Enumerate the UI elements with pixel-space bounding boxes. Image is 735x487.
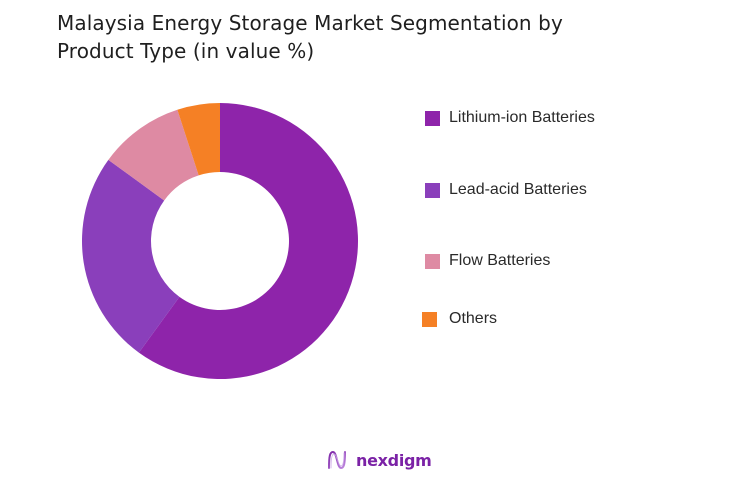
legend-item-flow: Flow Batteries xyxy=(422,252,550,270)
brand-logo: nexdigm xyxy=(327,450,432,470)
legend-swatch-others xyxy=(422,311,437,327)
legend-swatch-lead-acid xyxy=(425,182,440,198)
legend-swatch-lithium-ion xyxy=(425,110,440,126)
legend-item-lithium-ion: Lithium-ion Batteries xyxy=(422,109,595,127)
legend-item-others: Others xyxy=(422,310,497,328)
nexdigm-wave-icon xyxy=(328,450,346,470)
donut-slice-lithium-ion xyxy=(138,103,358,379)
chart-title-line-2: Product Type (in value %) xyxy=(57,39,315,63)
donut-slice-lead-acid xyxy=(81,159,180,353)
legend-label-others: Others xyxy=(449,310,498,327)
legend-item-lead-acid: Lead-acid Batteries xyxy=(422,181,587,199)
chart-title: Malaysia Energy Storage Market Segmentat… xyxy=(57,9,677,65)
legend-label-flow: Flow Batteries xyxy=(449,252,551,269)
donut-slice-flow xyxy=(108,109,199,201)
legend-swatch-flow xyxy=(425,253,440,269)
legend-label-lead-acid: Lead-acid Batteries xyxy=(449,181,587,198)
donut-slice-others xyxy=(177,103,220,176)
brand-logo-text: nexdigm xyxy=(356,450,432,470)
chart-title-line-1: Malaysia Energy Storage Market Segmentat… xyxy=(57,11,563,35)
legend-label-lithium-ion: Lithium-ion Batteries xyxy=(449,109,595,126)
